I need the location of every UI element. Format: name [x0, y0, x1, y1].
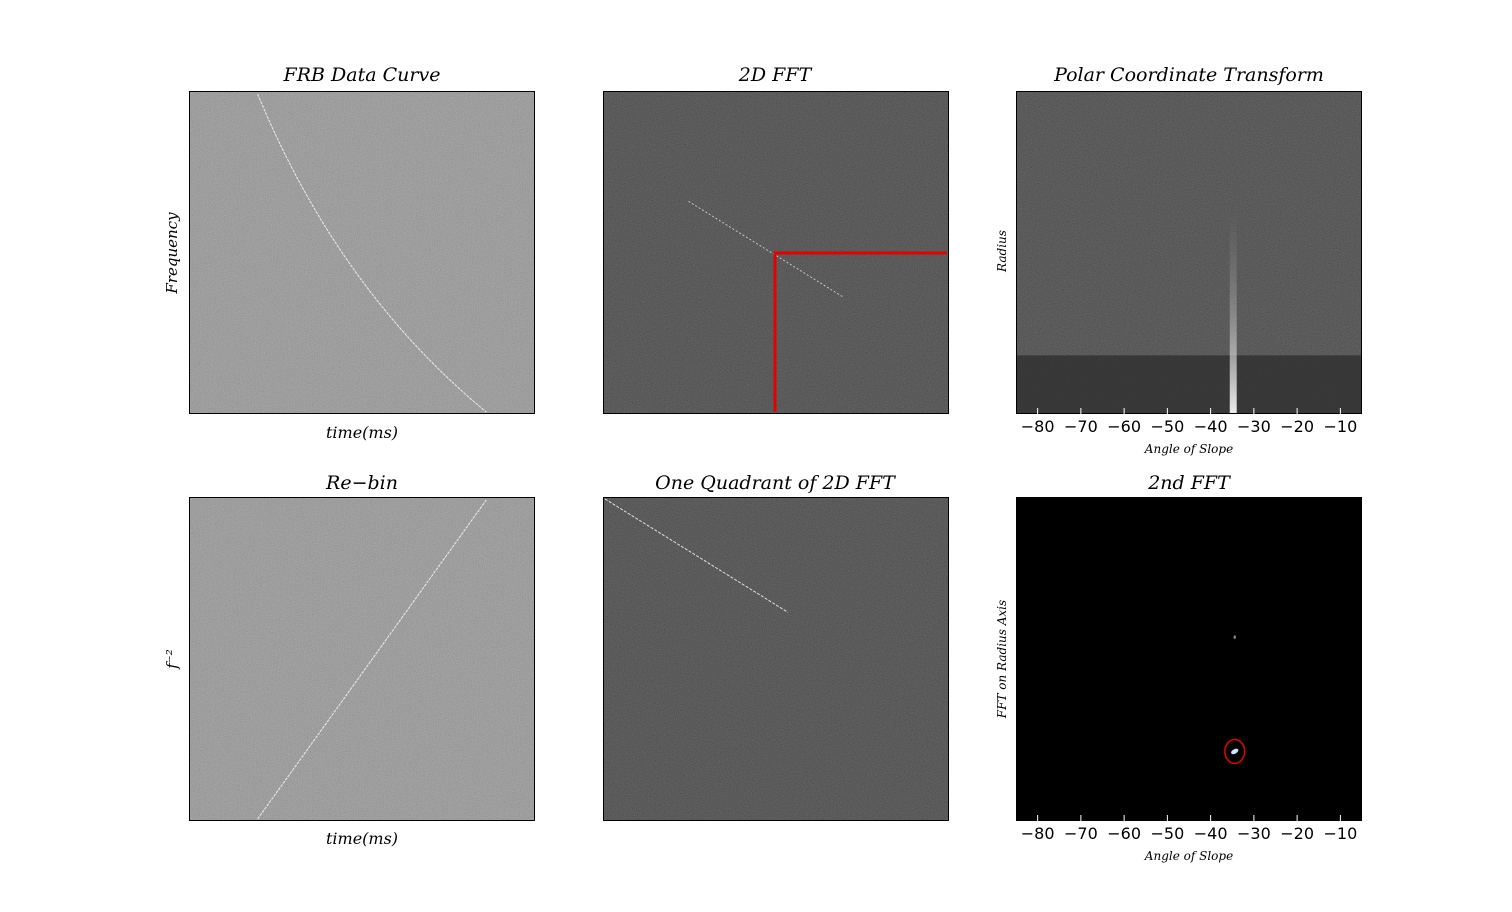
ripple-band	[1017, 355, 1361, 413]
heatmap-image	[190, 498, 534, 820]
x-axis-label: Angle of Slope	[1144, 442, 1234, 456]
x-tick-label: −20	[1280, 417, 1314, 436]
x-axis-ticks: −80 −70 −60 −50 −40 −30 −20 −10	[1021, 408, 1357, 436]
x-tick-label: −50	[1150, 824, 1184, 843]
x-tick-label: −20	[1280, 824, 1314, 843]
plot-area	[189, 91, 535, 414]
chart-title: 2nd FFT	[1148, 472, 1230, 494]
x-tick-label: −70	[1064, 824, 1098, 843]
heatmap-image	[1017, 498, 1361, 820]
x-tick-label: −80	[1021, 417, 1055, 436]
heatmap-image	[604, 92, 948, 413]
chart-title: One Quadrant of 2D FFT	[655, 472, 895, 494]
quadrant-diagonal-line	[604, 498, 789, 613]
chart-title: Polar Coordinate Transform	[1054, 64, 1324, 86]
rebinned-signal-line	[257, 499, 487, 820]
chart-title: Re−bin	[326, 472, 398, 494]
y-axis-label: Frequency	[163, 212, 181, 294]
noise-texture	[190, 92, 534, 413]
x-axis-label: time(ms)	[325, 423, 399, 442]
plot-area	[603, 91, 949, 414]
dispersed-signal-curve	[257, 93, 487, 413]
chart-title: 2D FFT	[738, 64, 812, 86]
plot-area	[603, 497, 949, 821]
y-axis-label: f⁻²	[163, 649, 181, 669]
x-axis-label: Angle of Slope	[1144, 849, 1234, 863]
fft-peak	[1231, 748, 1239, 755]
x-tick-label: −60	[1107, 824, 1141, 843]
peak-highlight-circle	[1224, 738, 1246, 765]
chart-title: FRB Data Curve	[283, 64, 441, 86]
x-tick-label: −80	[1021, 824, 1055, 843]
noise-texture	[190, 498, 534, 820]
x-tick-label: −60	[1107, 417, 1141, 436]
x-tick-label: −40	[1194, 417, 1228, 436]
plot-area	[189, 497, 535, 821]
polar-peak	[1203, 343, 1264, 413]
x-tick-label: −50	[1150, 417, 1184, 436]
noise-texture	[604, 498, 948, 820]
x-tick-label: −30	[1237, 824, 1271, 843]
polar-streak	[1229, 211, 1237, 413]
heatmap-image	[190, 92, 534, 413]
heatmap-image	[604, 498, 948, 820]
x-tick-label: −10	[1323, 824, 1357, 843]
quadrant-marker	[773, 251, 948, 413]
plot-area	[1016, 91, 1362, 414]
x-axis-ticks: −80 −70 −60 −50 −40 −30 −20 −10	[1021, 815, 1357, 843]
plot-area	[1016, 497, 1362, 821]
x-tick-label: −40	[1194, 824, 1228, 843]
x-tick-label: −70	[1064, 417, 1098, 436]
y-axis-label: FFT on Radius Axis	[995, 599, 1009, 719]
x-tick-label: −10	[1323, 417, 1357, 436]
heatmap-image	[1017, 92, 1361, 413]
x-tick-label: −30	[1237, 417, 1271, 436]
y-axis-label: Radius	[995, 230, 1009, 272]
secondary-dot	[1233, 635, 1236, 639]
x-axis-label: time(ms)	[325, 829, 399, 848]
